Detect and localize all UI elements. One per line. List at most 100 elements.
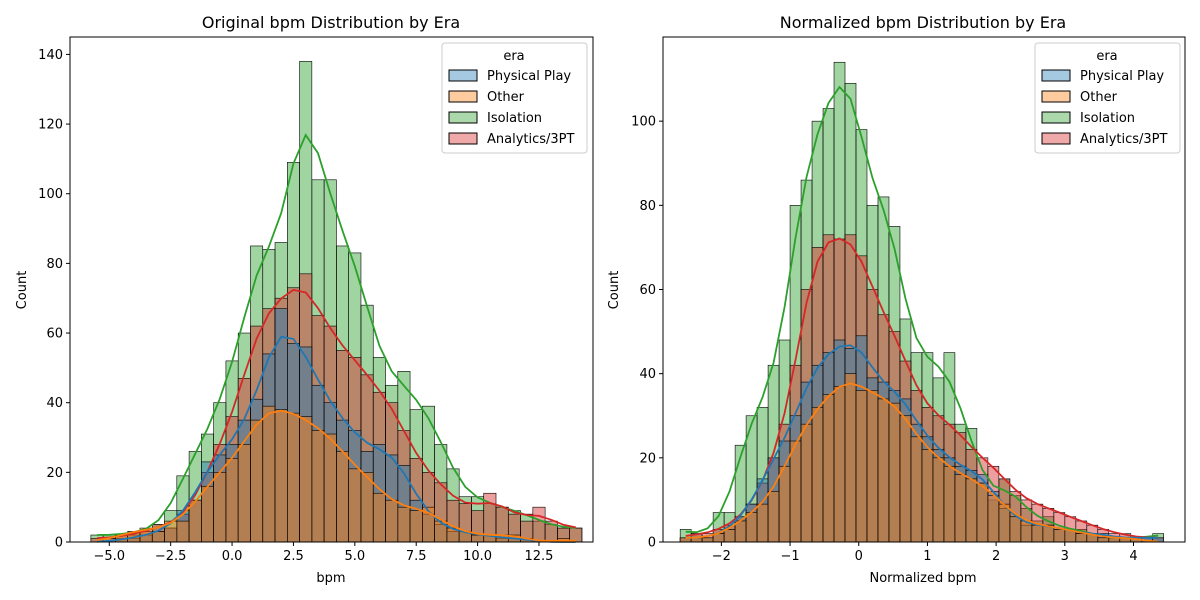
chart-left-title: Original bpm Distribution by Era — [202, 13, 460, 32]
bar-other — [811, 407, 824, 543]
chart-left-xlabel: bpm — [316, 571, 345, 586]
series-other-bars — [679, 373, 1143, 543]
bar-other — [176, 520, 190, 543]
legend-swatch-other — [1041, 90, 1071, 103]
bar-analytics-3pt — [532, 506, 546, 543]
legend-label-other: Other — [1080, 90, 1118, 105]
bar-other — [778, 465, 791, 543]
bar-other — [287, 412, 300, 543]
y-tick-label: 0 — [648, 536, 656, 551]
y-tick-label: 80 — [639, 199, 656, 214]
bar-other — [274, 409, 288, 543]
bar-other — [756, 503, 769, 543]
y-tick-label: 80 — [46, 257, 63, 272]
legend-title: era — [503, 49, 524, 64]
chart-right: Normalized bpm Distribution by Era −2 −1 0… — [607, 13, 1186, 586]
x-tick-label: −1 — [780, 549, 799, 564]
bar-other — [1031, 524, 1044, 543]
axes-frame — [69, 36, 594, 543]
series-analytics-3pt-bars — [679, 234, 1165, 543]
legend-label-other: Other — [487, 90, 525, 105]
bar-other — [311, 430, 325, 543]
bar-other — [360, 472, 374, 543]
bar-other — [822, 394, 835, 543]
bar-other — [250, 419, 264, 543]
x-tick-label: 7.5 — [406, 549, 427, 564]
chart-left-plot-area: −5.0 −2.5 0.0 2.5 5.0 7.5 10.0 12.5 0 20 40 60 80 100… — [38, 36, 594, 564]
series-physical-play-bars — [679, 335, 1165, 543]
bar-other — [1009, 516, 1022, 543]
x-tick-label: −2 — [712, 549, 731, 564]
x-tick-label: 0 — [855, 549, 863, 564]
bar-other — [932, 457, 945, 543]
y-tick-label: 60 — [639, 283, 656, 298]
bar-other — [877, 398, 890, 543]
y-tick-label: 100 — [38, 187, 63, 202]
x-tick-label: 1 — [923, 549, 931, 564]
bar-other — [987, 495, 1000, 543]
y-tick-label: 140 — [38, 48, 63, 63]
bar-other — [262, 405, 276, 543]
bar-other — [471, 534, 485, 543]
bar-other — [1020, 520, 1033, 543]
y-tick-label: 40 — [639, 367, 656, 382]
chart-right-ylabel: Count — [607, 271, 622, 310]
bar-other — [800, 423, 813, 543]
bar-other — [225, 458, 239, 543]
legend-title: era — [1096, 49, 1117, 64]
bar-other — [1097, 537, 1110, 543]
chart-left-ylabel: Count — [15, 271, 30, 310]
y-tick-label: 20 — [46, 466, 63, 481]
kde-line-physical-play — [96, 335, 576, 543]
legend-swatch-physical-play — [1041, 69, 1071, 82]
bar-other — [789, 440, 802, 543]
x-tick-label: 4 — [1129, 549, 1137, 564]
kde-line-isolation — [685, 85, 1159, 539]
bar-other — [833, 385, 846, 543]
bar-other — [372, 492, 386, 543]
bar-other — [1053, 529, 1066, 543]
x-tick-label: 12.5 — [525, 549, 554, 564]
legend-frame — [441, 42, 588, 154]
x-tick-label: 0.0 — [222, 549, 243, 564]
bar-other — [844, 373, 857, 543]
bar-other — [151, 531, 165, 543]
bar-other — [954, 474, 967, 543]
legend-swatch-analytics-3pt — [448, 132, 478, 145]
x-tick-label: 10.0 — [463, 549, 492, 564]
bar-other — [976, 482, 989, 543]
bar-other — [745, 512, 758, 543]
bar-other — [397, 506, 411, 543]
bar-other — [213, 472, 227, 543]
y-tick-label: 40 — [46, 396, 63, 411]
bar-other — [899, 415, 912, 543]
legend-frame — [1034, 42, 1181, 154]
bar-other — [409, 510, 423, 543]
x-tick-label: −5.0 — [93, 549, 125, 564]
legend-swatch-analytics-3pt — [1041, 132, 1071, 145]
bar-other — [866, 390, 879, 543]
legend-swatch-other — [448, 90, 478, 103]
legend-label-isolation: Isolation — [1080, 111, 1135, 126]
kde-line-other — [685, 382, 1159, 543]
series-isolation-bars — [679, 61, 1165, 543]
kde-line-other — [96, 409, 576, 542]
bar-other — [336, 451, 349, 543]
chart-right-legend: era Physical Play Other Isolation Analyt… — [1034, 42, 1181, 154]
x-tick-label: −2.5 — [155, 549, 187, 564]
y-tick-label: 100 — [631, 115, 656, 130]
bar-other — [701, 537, 714, 543]
bar-other — [921, 449, 934, 543]
bar-other — [1075, 533, 1088, 543]
bar-other — [385, 499, 399, 543]
x-tick-label: 5.0 — [344, 549, 365, 564]
legend-swatch-physical-play — [448, 69, 478, 82]
x-tick-label: 2 — [992, 549, 1000, 564]
legend-swatch-isolation — [448, 111, 478, 124]
bar-other — [943, 465, 956, 543]
legend-label-physical-play: Physical Play — [1080, 69, 1164, 84]
chart-right-xlabel: Normalized bpm — [869, 571, 976, 586]
legend-label-analytics-3pt: Analytics/3PT — [1080, 132, 1168, 147]
